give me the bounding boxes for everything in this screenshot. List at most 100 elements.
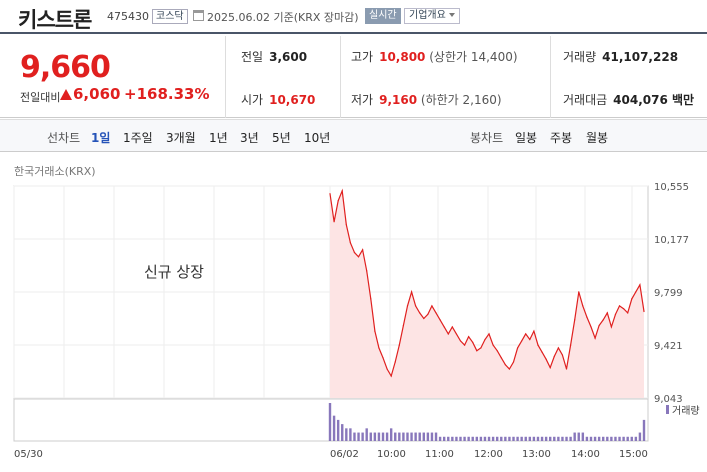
price-point	[618, 305, 621, 307]
volume-bar	[377, 432, 381, 441]
exchange-label: 한국거래소(KRX)	[14, 165, 96, 178]
price-point	[366, 270, 368, 272]
volume-bar	[573, 432, 576, 441]
price-point	[610, 326, 612, 328]
volume-bar	[447, 436, 450, 441]
volume-legend-label: 거래량	[672, 405, 700, 417]
price-point	[476, 350, 478, 352]
price-point	[472, 341, 474, 343]
volume-bar	[540, 436, 544, 441]
volume-bar	[516, 436, 519, 441]
price-point	[484, 338, 486, 341]
tab-monthly[interactable]: 월봉	[586, 131, 609, 145]
volume-bar	[622, 436, 625, 441]
volume-bar	[459, 436, 462, 441]
tab-1y[interactable]: 1년	[209, 131, 228, 145]
price-point	[602, 319, 604, 321]
volume-bar	[475, 436, 479, 441]
volume-bar	[349, 428, 352, 441]
price-point	[586, 316, 588, 318]
tab-3y[interactable]: 3년	[240, 131, 259, 145]
price-point	[549, 366, 551, 369]
divider	[550, 36, 551, 118]
price-point	[410, 291, 413, 293]
price-point	[468, 336, 470, 338]
price-point	[594, 337, 596, 339]
x-tick-label: 11:00	[425, 449, 454, 460]
volume-bar	[389, 428, 393, 441]
price-point	[362, 249, 364, 251]
price-point	[590, 326, 592, 328]
volume-bar	[610, 436, 613, 441]
x-tick-label: 12:00	[474, 449, 503, 460]
tab-5y[interactable]: 5년	[272, 131, 291, 145]
volume-bar	[512, 436, 515, 441]
volume-bar	[593, 436, 597, 441]
volume-bar	[410, 432, 413, 441]
market-badge: 코스닥	[152, 9, 188, 24]
volume-bar	[438, 436, 442, 441]
tab-1d[interactable]: 1일	[91, 131, 111, 145]
volume-bar	[606, 436, 609, 441]
tab-1w[interactable]: 1주일	[123, 131, 153, 145]
volume-bar	[353, 432, 356, 441]
price-point	[337, 200, 339, 202]
stock-name: 키스트론	[18, 8, 92, 32]
price-point	[341, 190, 343, 192]
new-listing-annotation: 신규 상장	[144, 263, 204, 281]
stat-prev-close: 전일 3,600	[241, 48, 307, 65]
volume-bar	[638, 432, 642, 441]
volume-bar	[414, 432, 417, 441]
price-point	[443, 326, 445, 328]
price-point	[582, 305, 584, 307]
price-point	[545, 358, 547, 360]
price-point	[390, 375, 392, 377]
volume-bar	[471, 436, 474, 441]
price-area	[330, 190, 644, 398]
tab-weekly[interactable]: 주봉	[550, 131, 573, 145]
price-point	[435, 312, 437, 314]
volume-bar	[504, 436, 507, 441]
volume-bar	[520, 436, 523, 441]
chevron-down-icon	[448, 13, 455, 17]
volume-bar	[577, 432, 580, 441]
price-point	[508, 368, 511, 370]
price-point	[614, 313, 617, 315]
volume-bar	[614, 436, 617, 441]
volume-bar	[565, 436, 568, 441]
price-point	[512, 361, 515, 363]
volume-bar	[491, 436, 495, 441]
volume-bar	[357, 432, 360, 441]
stat-label: 고가	[351, 50, 374, 64]
price-summary: 9,660 전일대비 6,060 +168.33% 전일 3,600 시가 10,6…	[0, 36, 707, 118]
company-overview-button[interactable]: 기업개요	[404, 8, 460, 24]
price-point	[431, 305, 433, 307]
price-point	[623, 308, 625, 310]
x-tick-label: 10:00	[377, 449, 406, 460]
volume-bar	[597, 436, 601, 441]
price-point	[402, 324, 405, 327]
volume-bar	[455, 436, 458, 441]
volume-bar	[365, 428, 368, 441]
up-triangle-icon	[60, 89, 72, 100]
stat-label: 거래대금	[563, 93, 608, 107]
price-point	[463, 344, 466, 346]
realtime-button[interactable]: 실시간	[365, 8, 401, 24]
price-point	[631, 298, 633, 300]
stock-header: 키스트론 475430 코스닥 2025.06.02 기준(KRX 장마감) 실…	[0, 0, 707, 34]
volume-bar	[394, 432, 397, 441]
tab-10y[interactable]: 10년	[304, 131, 331, 145]
y-tick-label: 10,177	[654, 235, 689, 246]
price-chart: 10,555 10,177 9,799 9,421 9,043 거래량 신규 상장 05/30…	[0, 176, 707, 472]
volume-bar	[495, 436, 499, 441]
stat-open: 시가 10,670	[241, 91, 315, 108]
price-point	[480, 347, 482, 349]
volume-bar	[626, 436, 629, 441]
volume-bar	[634, 436, 638, 441]
volume-bar	[561, 436, 564, 441]
volume-bar	[549, 436, 552, 441]
tab-daily[interactable]: 일봉	[515, 131, 538, 145]
tab-3m[interactable]: 3개월	[166, 131, 196, 145]
volume-bar	[569, 436, 572, 441]
price-point	[492, 344, 494, 346]
